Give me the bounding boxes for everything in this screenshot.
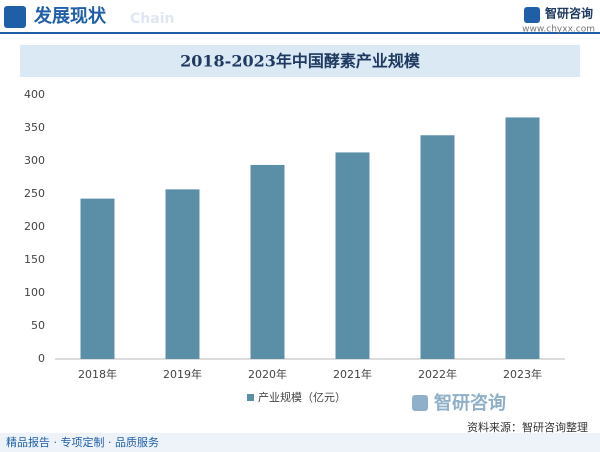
bar <box>335 152 370 359</box>
chart-title: 2018-2023年中国酵素产业规模 <box>180 52 421 71</box>
logo-name: 智研咨询 <box>544 6 593 21</box>
x-tick-label: 2019年 <box>163 367 202 381</box>
y-tick-label: 0 <box>38 352 45 365</box>
bar <box>250 164 285 359</box>
y-tick-label: 50 <box>31 319 45 332</box>
y-tick-label: 250 <box>24 187 45 200</box>
bar <box>165 189 200 359</box>
y-tick-label: 100 <box>24 286 45 299</box>
header-icon <box>4 6 26 28</box>
y-tick-label: 200 <box>24 220 45 233</box>
footer-bar <box>0 433 600 452</box>
footer: 精品报告 · 专项定制 · 品质服务 <box>6 435 159 449</box>
logo-icon <box>524 7 540 23</box>
watermark: 智研咨询 <box>434 392 506 414</box>
watermark-icon <box>412 395 428 411</box>
bar <box>80 198 115 359</box>
x-tick-label: 2022年 <box>418 367 457 381</box>
legend-swatch <box>247 394 254 401</box>
x-tick-label: 2023年 <box>503 367 542 381</box>
source: 资料来源：智研咨询整理 <box>467 420 588 434</box>
x-tick-label: 2020年 <box>248 367 287 381</box>
title-bar <box>20 45 580 77</box>
x-tick-label: 2021年 <box>333 367 372 381</box>
header-subtitle: Chain <box>130 11 174 27</box>
y-tick-label: 350 <box>24 121 45 134</box>
legend-label: 产业规模（亿元） <box>258 390 346 404</box>
logo-url: www.chyxx.com <box>522 25 595 35</box>
y-tick-label: 150 <box>24 253 45 266</box>
y-tick-label: 300 <box>24 154 45 167</box>
y-tick-label: 400 <box>24 88 45 101</box>
x-tick-label: 2018年 <box>78 367 117 381</box>
bar <box>420 135 455 359</box>
header-title: 发展现状 <box>33 5 107 27</box>
bar <box>505 117 540 359</box>
